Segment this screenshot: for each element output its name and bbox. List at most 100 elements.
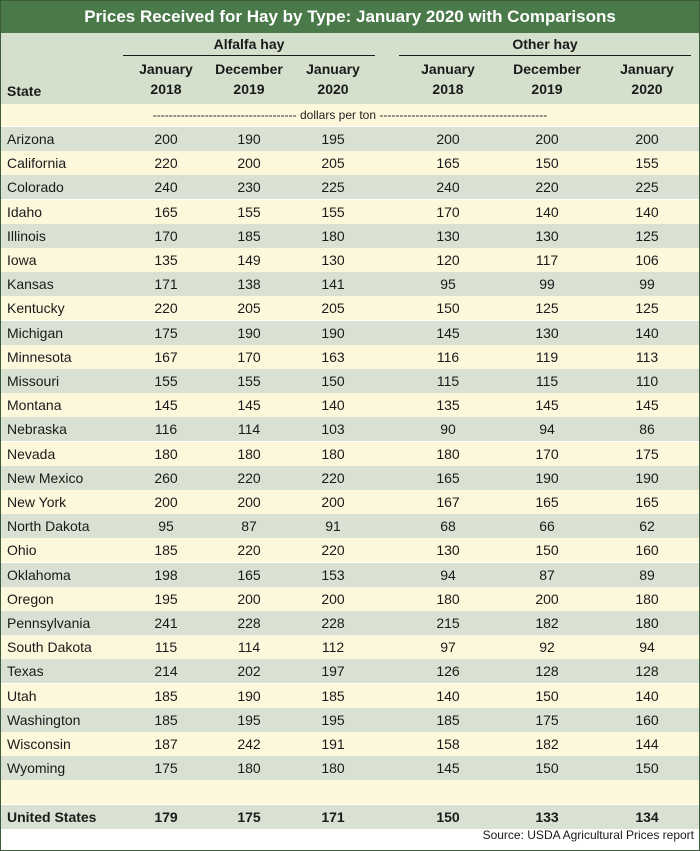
price-cell: 163 [321, 349, 345, 365]
group-header-alfalfa: Alfalfa hay [213, 36, 285, 52]
price-cell: 195 [237, 712, 261, 728]
state-name: Kentucky [7, 300, 65, 316]
price-cell: 175 [535, 712, 559, 728]
price-cell: 125 [535, 300, 559, 316]
price-cell: 117 [535, 252, 559, 268]
price-cell: 155 [321, 204, 345, 220]
price-cell: 182 [535, 736, 559, 752]
price-cell: 135 [436, 397, 460, 413]
price-cell: 170 [436, 204, 460, 220]
source-note: Source: USDA Agricultural Prices report [482, 828, 694, 842]
table-row: Arizona 200 190 195 200 200 200 [1, 127, 699, 151]
price-cell: 260 [154, 470, 178, 486]
price-cell: 119 [535, 349, 559, 365]
price-cell: 195 [321, 712, 345, 728]
price-cell: 165 [635, 494, 659, 510]
price-cell: 91 [325, 518, 341, 534]
state-name: Minnesota [7, 349, 72, 365]
table-row: Idaho 165 155 155 170 140 140 [1, 200, 699, 224]
price-cell: 182 [535, 615, 559, 631]
state-name: South Dakota [7, 639, 92, 655]
price-cell: 155 [635, 155, 659, 171]
state-name: Pennsylvania [7, 615, 91, 631]
price-cell: 138 [237, 276, 261, 292]
price-cell: 160 [635, 542, 659, 558]
price-cell: 180 [321, 760, 345, 776]
price-cell: 145 [635, 397, 659, 413]
price-cell: 150 [535, 542, 559, 558]
price-cell: 175 [635, 446, 659, 462]
table-row: Michigan 175 190 190 145 130 140 [1, 321, 699, 345]
table-row: Nebraska 116 114 103 90 94 86 [1, 417, 699, 441]
state-name: Montana [7, 397, 62, 413]
price-cell: 99 [539, 276, 555, 292]
table-row: Oregon 195 200 200 180 200 180 [1, 587, 699, 611]
price-cell: 145 [436, 325, 460, 341]
price-cell: 149 [237, 252, 261, 268]
table-row: Washington 185 195 195 185 175 160 [1, 708, 699, 732]
price-cell: 140 [635, 204, 659, 220]
state-name: Ohio [7, 542, 37, 558]
price-cell: 130 [321, 252, 345, 268]
price-cell: 170 [237, 349, 261, 365]
table-row: South Dakota 115 114 112 97 92 94 [1, 635, 699, 659]
price-cell: 200 [535, 591, 559, 607]
price-cell: 242 [237, 736, 261, 752]
price-cell: 116 [436, 349, 460, 365]
table-row: North Dakota 95 87 91 68 66 62 [1, 514, 699, 538]
table-row: Oklahoma 198 165 153 94 87 89 [1, 563, 699, 587]
table-row: Utah 185 190 185 140 150 140 [1, 684, 699, 708]
state-name: Arizona [7, 131, 55, 147]
price-cell: 220 [237, 470, 261, 486]
price-cell: 185 [436, 712, 460, 728]
price-cell: 165 [535, 494, 559, 510]
price-cell: 145 [154, 397, 178, 413]
price-cell: 180 [237, 446, 261, 462]
price-cell: 190 [535, 470, 559, 486]
price-cell: 140 [635, 688, 659, 704]
price-cell: 187 [154, 736, 178, 752]
price-cell: 179 [154, 809, 178, 825]
price-cell: 140 [436, 688, 460, 704]
spacer-row [1, 780, 699, 804]
price-cell: 135 [154, 252, 178, 268]
price-cell: 200 [436, 131, 460, 147]
state-name: California [7, 155, 67, 171]
state-name: New York [7, 494, 67, 510]
price-cell: 155 [237, 204, 261, 220]
price-cell: 180 [321, 446, 345, 462]
table-row: Ohio 185 220 220 130 150 160 [1, 538, 699, 562]
state-name: Illinois [7, 228, 46, 244]
price-cell: 130 [436, 542, 460, 558]
price-cell: 150 [321, 373, 345, 389]
state-name: Nebraska [7, 421, 67, 437]
table-row: Iowa 135 149 130 120 117 106 [1, 248, 699, 272]
price-cell: 126 [436, 663, 460, 679]
price-cell: 90 [440, 421, 456, 437]
state-name: Idaho [7, 204, 43, 220]
price-cell: 195 [321, 131, 345, 147]
price-cell: 150 [535, 760, 559, 776]
price-cell: 220 [237, 542, 261, 558]
state-name: Washington [7, 712, 81, 728]
total-row: United States 179 175 171 150 133 134 [1, 805, 699, 829]
price-cell: 170 [154, 228, 178, 244]
table-row: Nevada 180 180 180 180 170 175 [1, 442, 699, 466]
price-cell: 190 [237, 688, 261, 704]
state-name: United States [7, 809, 97, 825]
price-cell: 185 [321, 688, 345, 704]
price-cell: 134 [635, 809, 659, 825]
table-row: New Mexico 260 220 220 165 190 190 [1, 466, 699, 490]
table-row: Colorado 240 230 225 240 220 225 [1, 175, 699, 199]
price-cell: 133 [535, 809, 559, 825]
price-cell: 214 [154, 663, 178, 679]
price-cell: 175 [154, 760, 178, 776]
price-cell: 165 [237, 567, 261, 583]
price-cell: 180 [635, 615, 659, 631]
price-cell: 185 [237, 228, 261, 244]
table-row: Wisconsin 187 242 191 158 182 144 [1, 732, 699, 756]
table-row: Wyoming 175 180 180 145 150 150 [1, 756, 699, 780]
table-row: New York 200 200 200 167 165 165 [1, 490, 699, 514]
price-cell: 200 [535, 131, 559, 147]
price-cell: 87 [539, 567, 555, 583]
